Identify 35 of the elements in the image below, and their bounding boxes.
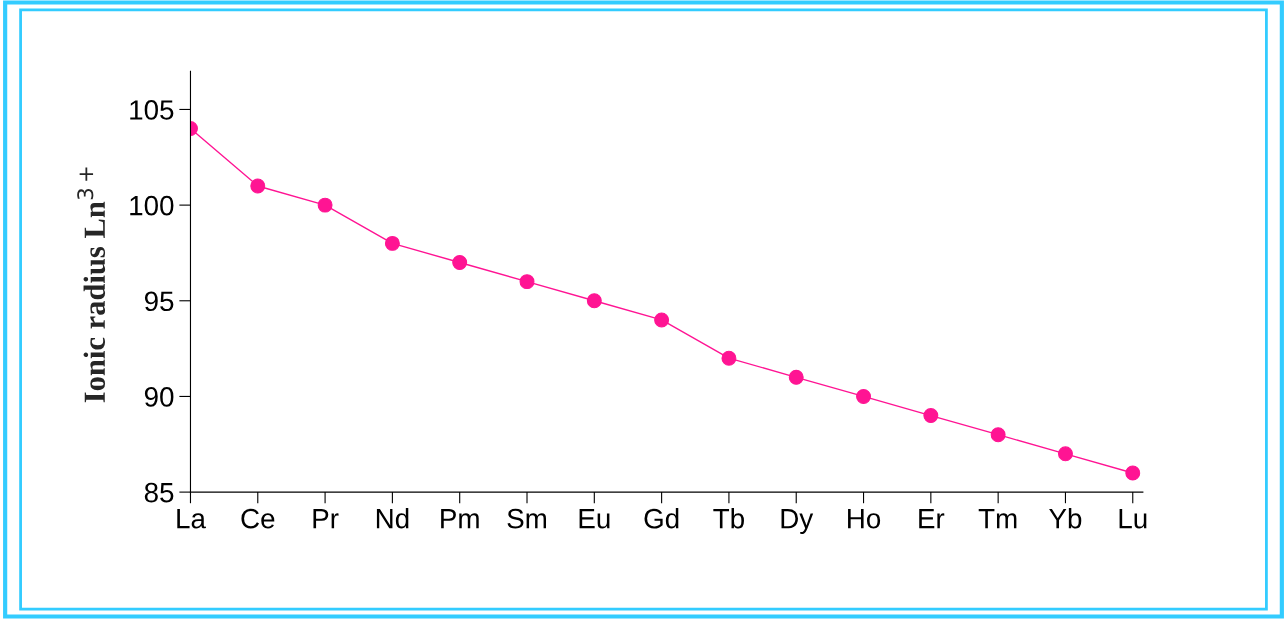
x-tick-label: Pm xyxy=(441,509,479,529)
point xyxy=(1125,465,1141,481)
point xyxy=(586,293,602,309)
x-tick-label: Sm xyxy=(507,508,547,529)
x-tick-label: Pr xyxy=(313,509,339,529)
x-tick-label: Gd xyxy=(644,508,679,529)
point xyxy=(721,350,737,366)
x-tick-label: Nd xyxy=(376,508,409,529)
point xyxy=(923,408,939,424)
point xyxy=(250,178,266,194)
x-tick-label: Dy xyxy=(781,509,814,534)
x-tick-label: La xyxy=(177,509,206,529)
point xyxy=(452,255,468,270)
point xyxy=(788,369,804,385)
x-tick-label: Tm xyxy=(978,509,1017,529)
y-tick-label: 100 xyxy=(130,195,174,216)
x-tick-label: Lu xyxy=(1119,509,1147,529)
x-tick-label: Eu xyxy=(579,509,610,529)
y-tick-label: 85 xyxy=(144,482,174,503)
point xyxy=(317,197,333,213)
point xyxy=(990,427,1006,443)
x-tick-label: Yb xyxy=(1049,508,1082,529)
x-tick-label: Ce xyxy=(241,508,275,529)
point xyxy=(1057,446,1073,462)
point xyxy=(654,312,670,328)
y-tick-label: 90 xyxy=(144,387,174,407)
point xyxy=(384,235,400,251)
x-tick-label: Tb xyxy=(713,508,744,529)
y-tick-label: 105 xyxy=(130,100,174,120)
x-tick-label: Er xyxy=(919,509,945,529)
point xyxy=(519,274,535,290)
point xyxy=(856,388,871,404)
x-tick-label: Ho xyxy=(848,509,881,529)
y-tick-label: 95 xyxy=(144,291,174,312)
y-axis-title: Ionic radius Ln$^{3+}$ xyxy=(77,167,106,403)
